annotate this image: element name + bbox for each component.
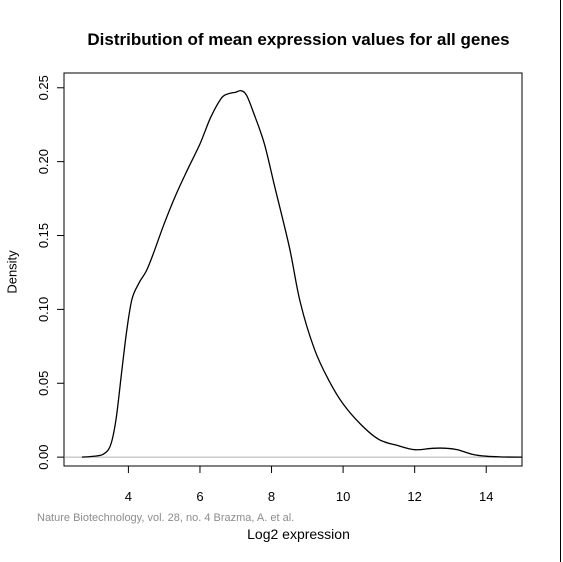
plot-frame xyxy=(63,72,523,467)
x-tick-label: 6 xyxy=(196,489,203,504)
x-axis: 4 6 8 10 12 14 xyxy=(125,465,493,504)
right-border-line xyxy=(560,0,561,562)
y-tick-label: 0.25 xyxy=(36,75,51,100)
x-tick-label: 14 xyxy=(479,489,493,504)
y-tick-label: 0.20 xyxy=(36,149,51,174)
y-tick-label: 0.15 xyxy=(36,223,51,248)
y-tick-label: 0.05 xyxy=(36,371,51,396)
x-axis-label: Log2 expression xyxy=(247,526,350,542)
x-tick-label: 10 xyxy=(336,489,350,504)
source-credit: Nature Biotechnology, vol. 28, no. 4 Bra… xyxy=(37,512,295,524)
x-tick-label: 8 xyxy=(268,489,275,504)
x-tick-label: 12 xyxy=(407,489,421,504)
y-tick-label: 0.10 xyxy=(36,297,51,322)
y-tick-label: 0.00 xyxy=(36,444,51,469)
chart-title: Distribution of mean expression values f… xyxy=(87,30,510,49)
y-axis: 0.00 0.05 0.10 0.15 0.20 0.25 xyxy=(36,75,65,470)
x-tick-label: 4 xyxy=(125,489,132,504)
density-curve xyxy=(81,89,523,458)
